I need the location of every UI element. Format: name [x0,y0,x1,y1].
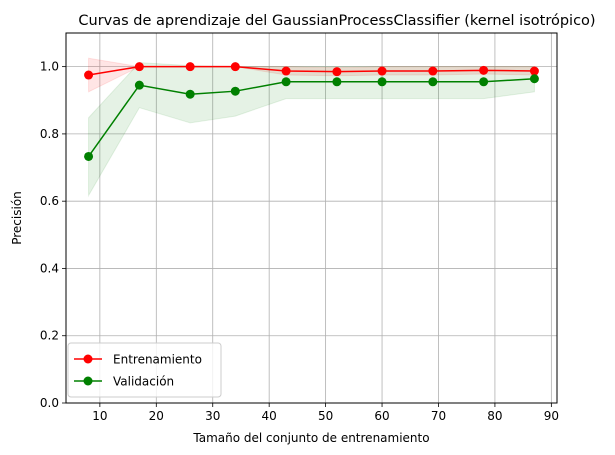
point-validacion [332,77,342,87]
point-entrenamiento [332,67,342,77]
point-validacion [134,80,144,90]
point-entrenamiento [84,70,94,80]
point-validacion [185,89,195,99]
point-validacion [281,77,291,87]
point-entrenamiento [230,62,240,72]
point-validacion [428,77,438,87]
y-tick-label: 1.0 [40,60,59,74]
y-tick-label: 0.2 [40,329,59,343]
point-entrenamiento [185,62,195,72]
x-tick-label: 70 [431,409,446,423]
point-validacion [84,151,94,161]
y-tick-label: 0.6 [40,194,59,208]
band-validacion [88,62,535,198]
x-tick-label: 30 [205,409,220,423]
x-tick-label: 60 [374,409,389,423]
series-line-entrenamiento [88,65,535,76]
legend-box [67,342,222,398]
y-tick-label: 0.0 [40,396,59,410]
legend-marker-entrenamiento [83,354,93,364]
series-line-validacion [87,77,535,157]
chart-title: Curvas de aprendizaje del GaussianProces… [78,13,595,29]
y-tick-label: 0.4 [40,261,59,275]
point-entrenamiento [134,62,144,72]
point-entrenamiento [428,66,438,76]
point-entrenamiento [529,66,539,76]
y-axis-label: Precisión [10,191,24,245]
series-points [84,62,539,161]
x-tick-label: 20 [149,409,164,423]
legend-label-validacion: Validación [113,375,174,389]
legend-marker-validacion [83,376,93,386]
x-tick-label: 80 [487,409,502,423]
x-tick-label: 90 [544,409,559,423]
point-validacion [529,74,539,84]
axis-ticks: 10 20 30 40 50 60 70 80 90 0.0 0.2 0.4 0.6 0.8 1.0 [40,60,559,423]
x-tick-label: 10 [92,409,107,423]
plot-frame [65,32,558,404]
grid [66,33,557,404]
legend: Entrenamiento Validación [67,342,222,398]
point-validacion [479,77,489,87]
point-validacion [377,77,387,87]
x-axis-label: Tamaño del conjunto de entrenamiento [192,431,429,445]
point-entrenamiento [479,65,489,75]
point-entrenamiento [281,66,291,76]
confidence-bands [88,57,535,198]
series-lines [87,65,535,157]
x-tick-label: 50 [318,409,333,423]
point-entrenamiento [377,66,387,76]
x-tick-label: 40 [262,409,277,423]
point-validacion [230,86,240,96]
y-tick-label: 0.8 [40,127,59,141]
legend-label-entrenamiento: Entrenamiento [113,353,202,367]
